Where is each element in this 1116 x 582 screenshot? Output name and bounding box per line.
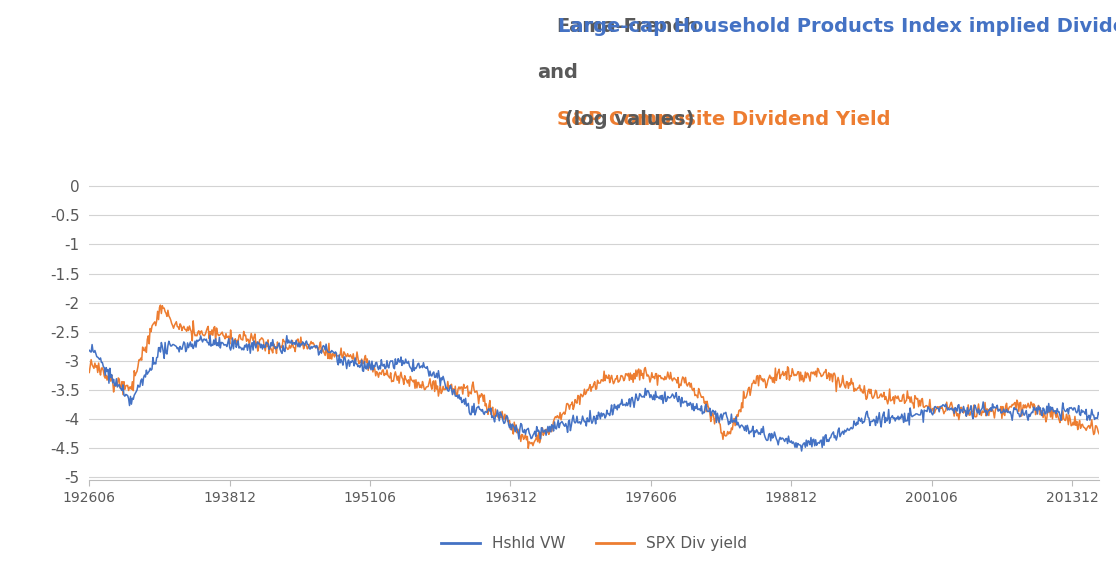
Text: (log values): (log values) bbox=[558, 110, 694, 129]
Text: Fama-French: Fama-French bbox=[557, 17, 704, 36]
Text: Large-cap Household Products Index implied Dividend Yield: Large-cap Household Products Index impli… bbox=[558, 17, 1116, 36]
Text: and: and bbox=[538, 63, 578, 82]
Text: S&P Composite Dividend Yield: S&P Composite Dividend Yield bbox=[557, 110, 891, 129]
Legend: Hshld VW, SPX Div yield: Hshld VW, SPX Div yield bbox=[435, 530, 753, 557]
